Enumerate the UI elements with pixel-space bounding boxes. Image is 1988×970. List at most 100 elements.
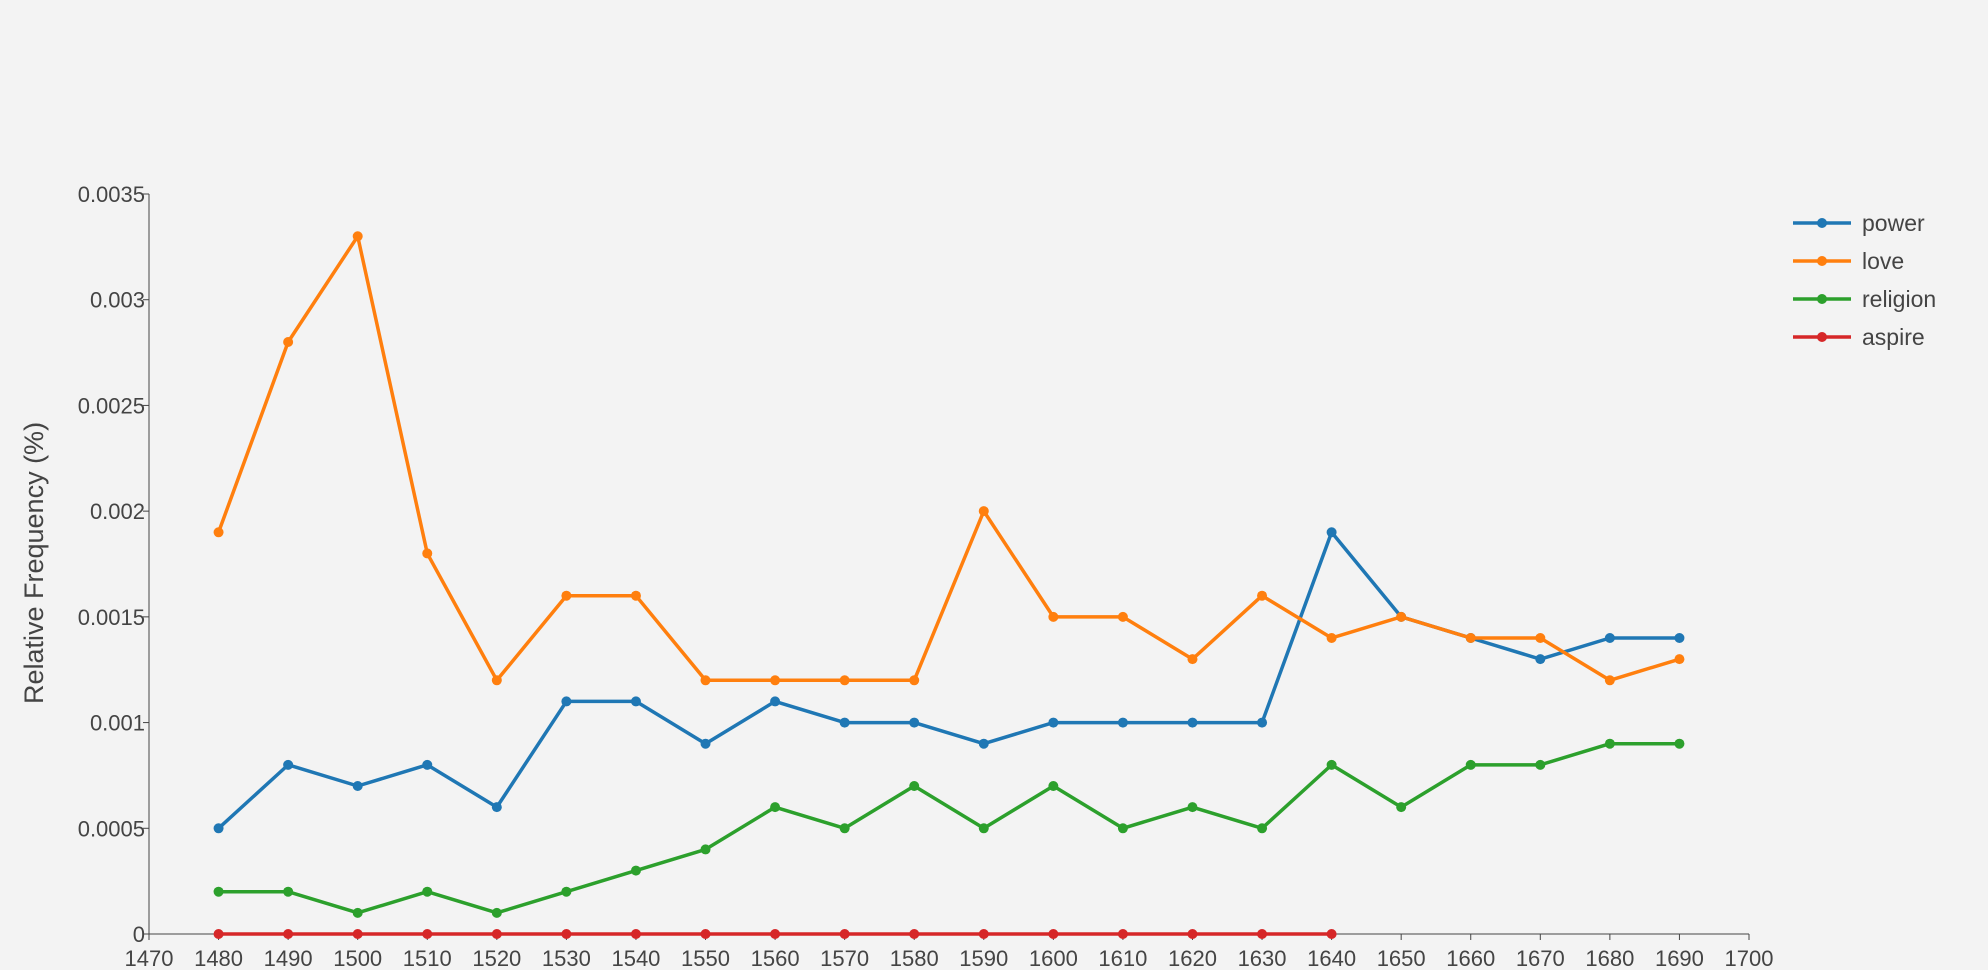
x-tick-label: 1490 (264, 946, 313, 970)
series-religion (213, 738, 1685, 918)
legend-item-aspire[interactable]: aspire (1793, 324, 1925, 350)
data-point-power[interactable] (1117, 717, 1128, 728)
x-tick-label: 1560 (751, 946, 800, 970)
data-point-religion[interactable] (352, 907, 363, 918)
data-point-religion[interactable] (1465, 759, 1476, 770)
data-point-aspire[interactable] (909, 929, 920, 939)
data-point-love[interactable] (700, 675, 711, 686)
x-tick-label: 1520 (472, 946, 521, 970)
data-point-love[interactable] (630, 590, 641, 601)
data-point-power[interactable] (352, 781, 363, 791)
data-point-love[interactable] (1396, 611, 1407, 622)
data-point-love[interactable] (1187, 654, 1198, 665)
data-point-love[interactable] (352, 231, 363, 242)
data-point-love[interactable] (1326, 633, 1337, 643)
x-tick-label: 1530 (542, 946, 591, 970)
x-tick-label: 1680 (1585, 946, 1634, 970)
data-point-power[interactable] (700, 738, 711, 749)
data-point-religion[interactable] (283, 886, 294, 897)
data-point-power[interactable] (1604, 633, 1615, 643)
data-point-power[interactable] (422, 759, 433, 770)
data-point-aspire[interactable] (770, 929, 781, 939)
data-point-religion[interactable] (561, 886, 572, 897)
data-point-power[interactable] (1048, 717, 1059, 728)
data-point-power[interactable] (1257, 717, 1268, 728)
x-axis: 1470 1480 1490 1500 1510 1520 1530 1540 1550 1560… (125, 933, 1773, 970)
data-point-love[interactable] (283, 337, 294, 347)
data-point-aspire[interactable] (352, 929, 363, 939)
data-point-religion[interactable] (422, 886, 433, 897)
data-point-love[interactable] (1257, 590, 1268, 601)
legend-item-power[interactable]: power (1793, 210, 1925, 236)
data-point-aspire[interactable] (422, 929, 433, 939)
data-point-religion[interactable] (1048, 781, 1059, 791)
data-point-power[interactable] (491, 802, 502, 813)
legend-item-love[interactable]: love (1793, 248, 1904, 274)
data-point-aspire[interactable] (1326, 929, 1337, 939)
data-point-power[interactable] (630, 696, 641, 707)
data-point-religion[interactable] (700, 844, 711, 855)
data-point-religion[interactable] (213, 886, 224, 897)
data-point-power[interactable] (213, 823, 224, 834)
data-point-love[interactable] (213, 527, 224, 538)
data-point-religion[interactable] (909, 781, 920, 791)
y-tick-label: 0.0025 (78, 393, 145, 418)
data-point-love[interactable] (1674, 654, 1685, 665)
data-point-love[interactable] (770, 675, 781, 686)
data-point-religion[interactable] (1674, 738, 1685, 749)
data-point-religion[interactable] (1257, 823, 1268, 834)
data-point-religion[interactable] (978, 823, 989, 834)
x-tick-label: 1600 (1029, 946, 1078, 970)
data-point-religion[interactable] (1117, 823, 1128, 834)
data-point-religion[interactable] (839, 823, 850, 834)
data-point-aspire[interactable] (1257, 929, 1268, 939)
data-point-love[interactable] (422, 548, 433, 559)
data-point-power[interactable] (909, 717, 920, 728)
data-point-love[interactable] (1604, 675, 1615, 686)
data-point-love[interactable] (561, 590, 572, 601)
data-point-love[interactable] (1465, 633, 1476, 643)
x-tick-label: 1650 (1377, 946, 1426, 970)
x-tick-label: 1470 (125, 946, 174, 970)
data-point-love[interactable] (491, 675, 502, 686)
data-point-aspire[interactable] (283, 929, 294, 939)
data-point-power[interactable] (1187, 717, 1198, 728)
y-tick-label: 0.0005 (78, 816, 145, 841)
data-point-aspire[interactable] (700, 929, 711, 939)
data-point-religion[interactable] (491, 907, 502, 918)
data-point-power[interactable] (1326, 527, 1337, 538)
legend-label: religion (1862, 286, 1936, 312)
data-point-religion[interactable] (770, 802, 781, 813)
data-point-power[interactable] (1674, 633, 1685, 643)
data-point-religion[interactable] (1187, 802, 1198, 813)
data-point-aspire[interactable] (978, 929, 989, 939)
data-point-love[interactable] (1048, 611, 1059, 622)
data-point-aspire[interactable] (630, 929, 641, 939)
data-point-aspire[interactable] (213, 929, 224, 939)
data-point-power[interactable] (1535, 654, 1546, 665)
data-point-power[interactable] (770, 696, 781, 707)
data-point-power[interactable] (283, 759, 294, 770)
data-point-religion[interactable] (630, 865, 641, 876)
data-point-love[interactable] (909, 675, 920, 686)
data-point-love[interactable] (839, 675, 850, 686)
data-point-aspire[interactable] (1187, 929, 1198, 939)
legend-marker (1817, 332, 1827, 342)
data-point-religion[interactable] (1396, 802, 1407, 813)
data-point-power[interactable] (978, 738, 989, 749)
legend-item-religion[interactable]: religion (1793, 286, 1936, 312)
data-point-power[interactable] (561, 696, 572, 707)
data-point-religion[interactable] (1326, 759, 1337, 770)
data-point-love[interactable] (978, 506, 989, 517)
data-point-religion[interactable] (1535, 759, 1546, 770)
data-point-aspire[interactable] (561, 929, 572, 939)
data-point-love[interactable] (1535, 633, 1546, 643)
data-point-aspire[interactable] (1117, 929, 1128, 939)
data-point-aspire[interactable] (491, 929, 502, 939)
data-point-religion[interactable] (1604, 738, 1615, 749)
data-point-aspire[interactable] (1048, 929, 1059, 939)
legend[interactable]: power love religion aspire (1793, 210, 1936, 350)
data-point-power[interactable] (839, 717, 850, 728)
data-point-love[interactable] (1117, 611, 1128, 622)
data-point-aspire[interactable] (839, 929, 850, 939)
